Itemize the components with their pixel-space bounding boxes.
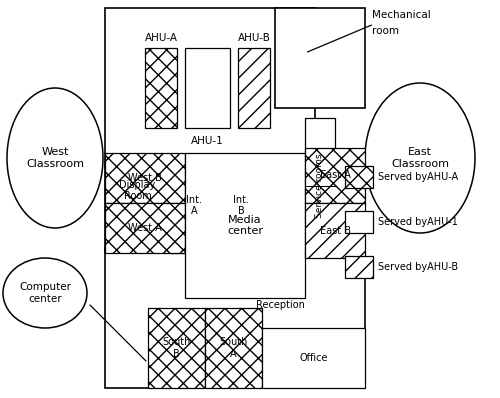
Bar — [238, 48, 270, 128]
Text: Int.
A: Int. A — [186, 195, 202, 216]
Text: East A: East A — [320, 170, 350, 181]
Text: Office: Office — [299, 353, 328, 363]
Bar — [105, 163, 365, 253]
Text: Mechanical: Mechanical — [372, 10, 431, 20]
Text: Media
center: Media center — [227, 215, 263, 236]
Text: East
Classroom: East Classroom — [391, 147, 449, 169]
Text: Served byAHU-1: Served byAHU-1 — [378, 217, 458, 227]
Bar — [345, 211, 373, 233]
Bar — [205, 308, 262, 388]
Bar — [105, 153, 185, 203]
Bar — [105, 203, 185, 253]
Bar — [148, 308, 205, 388]
Ellipse shape — [365, 83, 475, 233]
Bar — [262, 328, 365, 388]
Bar — [345, 256, 373, 278]
Ellipse shape — [7, 88, 103, 228]
Text: West A: West A — [128, 223, 162, 233]
Text: West
Classroom: West Classroom — [26, 147, 84, 169]
Text: South
B: South B — [162, 337, 190, 359]
Bar — [218, 158, 265, 253]
Bar — [305, 148, 365, 203]
Text: South
A: South A — [220, 337, 248, 359]
Ellipse shape — [3, 258, 87, 328]
Bar — [185, 48, 230, 128]
Text: Display
Room: Display Room — [120, 180, 156, 201]
Bar — [305, 203, 365, 258]
Bar — [305, 118, 335, 253]
Bar — [105, 8, 315, 168]
Text: Reception: Reception — [256, 300, 305, 310]
Bar — [170, 158, 218, 253]
Text: Served byAHU-A: Served byAHU-A — [378, 172, 458, 182]
Bar — [105, 248, 365, 388]
Bar — [185, 153, 305, 298]
Text: AHU-1: AHU-1 — [190, 136, 224, 146]
Bar — [105, 158, 170, 223]
Text: East B: East B — [320, 226, 350, 236]
Bar — [345, 166, 373, 188]
Text: AHU-A: AHU-A — [144, 33, 178, 43]
Text: Served byAHU-B: Served byAHU-B — [378, 262, 458, 272]
Text: Service rooms: Service rooms — [316, 153, 324, 218]
Bar — [275, 8, 365, 108]
Text: room: room — [372, 26, 399, 36]
Text: West B: West B — [128, 173, 162, 183]
Text: AHU-B: AHU-B — [238, 33, 270, 43]
Bar — [145, 48, 177, 128]
Text: Computer
center: Computer center — [19, 282, 71, 304]
Text: Int.
B: Int. B — [234, 195, 250, 216]
